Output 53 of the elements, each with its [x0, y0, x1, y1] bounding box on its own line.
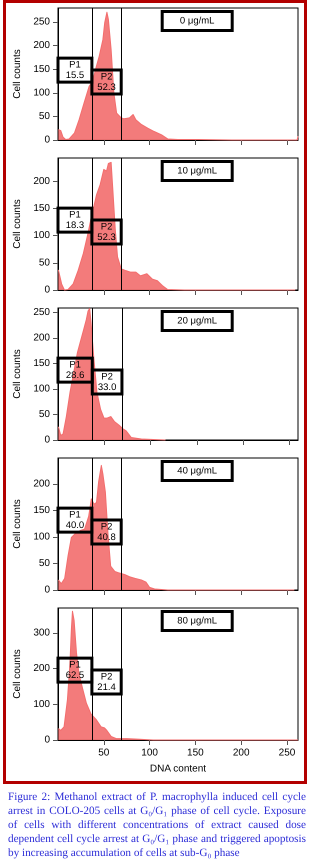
annotation: P1 62.5 [66, 659, 84, 681]
annotation: P2 33.0 [98, 371, 116, 393]
y-tick-label: 0 [44, 434, 50, 446]
y-tick-label: 0 [44, 734, 50, 746]
annotation: 80 μg/mL [177, 616, 218, 626]
y-tick-label: 200 [33, 40, 50, 52]
y-tick-label: 100 [33, 87, 50, 98]
annotation: P2 52.3 [97, 221, 116, 243]
y-tick-label: 150 [33, 358, 50, 370]
y-tick-label: 200 [33, 176, 50, 187]
annotation: P1 15.5 [66, 59, 84, 81]
x-tick-label: 250 [278, 748, 296, 758]
y-tick-label: 50 [38, 409, 50, 420]
y-tick-label: 100 [33, 531, 50, 542]
y-tick-label: 100 [33, 698, 50, 710]
annotation: P1 18.3 [66, 209, 84, 231]
annotation: P1 28.6 [66, 359, 84, 381]
y-tick-label: 150 [33, 64, 50, 75]
x-tick-label: 100 [141, 748, 158, 758]
y-tick-label: 100 [33, 384, 50, 395]
y-tick-label: 250 [33, 16, 50, 28]
y-tick-label: 200 [33, 478, 50, 490]
annotation: 20 μg/mL [177, 316, 218, 326]
y-tick-label: 50 [38, 257, 50, 268]
y-tick-label: 0 [44, 134, 50, 146]
y-tick-label: 100 [33, 230, 50, 242]
y-tick-label: 200 [33, 332, 50, 344]
y-tick-label: 0 [44, 284, 50, 296]
y-axis-title: Cell counts [12, 49, 23, 99]
y-tick-label: 150 [33, 203, 50, 214]
annotation: P2 52.3 [97, 71, 116, 93]
annotation: P2 40.8 [97, 521, 116, 543]
y-axis-title: Cell counts [12, 349, 23, 399]
y-tick-label: 200 [33, 663, 50, 674]
x-tick-label: 150 [187, 748, 204, 758]
y-axis-title: Cell counts [12, 499, 23, 549]
x-tick-label: 50 [98, 748, 110, 758]
y-axis-title: Cell counts [12, 199, 23, 249]
y-tick-label: 0 [44, 584, 50, 596]
x-tick-label: 200 [232, 748, 250, 758]
x-axis-title: DNA content [150, 764, 206, 774]
annotation: 40 μg/mL [177, 466, 218, 476]
y-tick-label: 50 [38, 558, 50, 569]
y-tick-label: 50 [38, 110, 50, 122]
annotation: 0 μg/mL [180, 16, 214, 26]
annotation: 10 μg/mL [177, 166, 218, 176]
annotation: P2 21.4 [97, 671, 116, 693]
y-axis-title: Cell counts [12, 649, 23, 699]
caption: Figure 2: Methanol extract of P. macrophylla induced cell cycle arrest in COLO-205 cells at G₀/G₁ phase of cell cycle. Exposure of cells with different concentrations of extract caused dose dependent cell cycle arrest at G₀/G₁ phase and triggered apoptosis by increasing accumulation of cells at sub-G₀ phase [8, 790, 306, 860]
y-tick-label: 150 [33, 504, 50, 516]
annotation: P1 40.0 [66, 509, 84, 531]
y-tick-label: 300 [33, 627, 50, 638]
y-tick-label: 250 [33, 307, 50, 318]
